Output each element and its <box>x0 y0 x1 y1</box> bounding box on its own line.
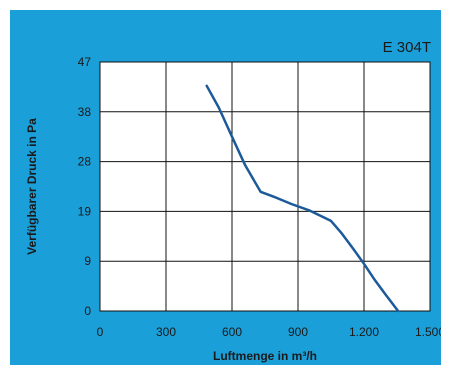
y-tick-label: 47 <box>78 55 92 69</box>
tick-labels: 0 300 600 900 1.200 1.500 0 9 19 28 38 47 <box>78 55 441 339</box>
y-tick-label: 9 <box>84 254 91 268</box>
y-tick-label: 19 <box>78 204 92 218</box>
x-tick-label: 300 <box>156 325 176 339</box>
y-axis-title: Verfügbarer Druck in Pa <box>25 118 39 255</box>
x-tick-label: 1.200 <box>349 325 379 339</box>
line-chart: E 304T 0 300 600 900 1.200 1.500 0 9 19 28 38 47 Lu… <box>25 39 441 363</box>
x-tick-label: 900 <box>288 325 308 339</box>
x-tick-label: 0 <box>97 325 104 339</box>
chart-title: E 304T <box>383 39 431 56</box>
y-tick-label: 0 <box>84 304 91 318</box>
x-tick-label: 1.500 <box>415 325 441 339</box>
series-line <box>205 84 400 313</box>
grid-lines <box>99 61 431 312</box>
x-tick-label: 600 <box>222 325 242 339</box>
chart-frame: E 304T 0 300 600 900 1.200 1.500 0 9 19 28 38 47 Lu… <box>10 10 441 365</box>
y-tick-label: 28 <box>78 155 92 169</box>
plot-area <box>99 61 431 312</box>
x-axis-title: Luftmenge in m³/h <box>213 349 317 363</box>
y-tick-label: 38 <box>78 105 92 119</box>
